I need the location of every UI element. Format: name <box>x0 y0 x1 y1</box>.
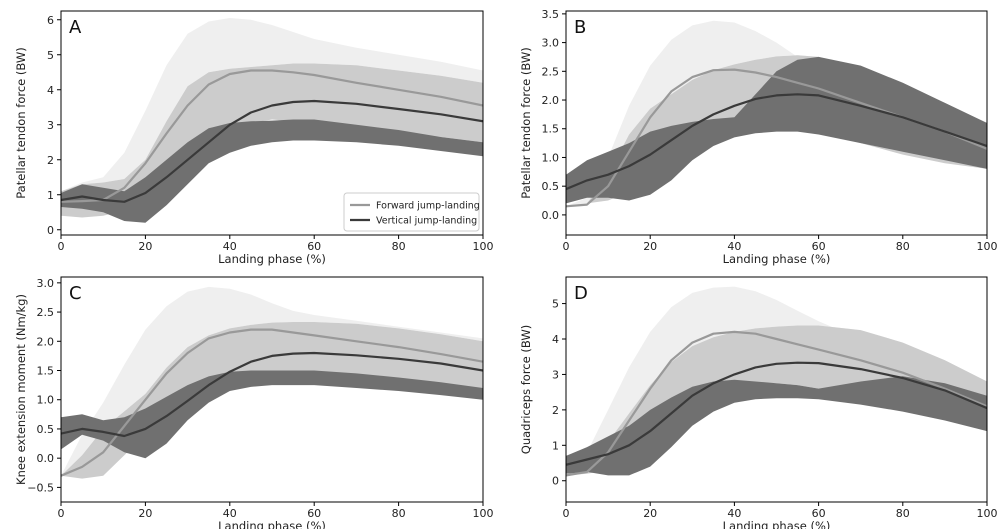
y-tick-label-a: 0 <box>47 224 54 237</box>
x-axis-label-a: Landing phase (%) <box>218 252 326 266</box>
panel-letter-c: C <box>69 283 82 304</box>
axes-frame-a <box>60 10 484 236</box>
legend-box <box>343 192 480 232</box>
y-tick-label-a: 2 <box>47 154 54 167</box>
panel-d: 0 20 40 60 80 100 0 1 2 3 4 5 Landing phase (%) Quadr… <box>519 276 998 529</box>
y-tick-label-d: 5 <box>552 298 559 311</box>
y-tick-label-b: 0.0 <box>542 209 560 222</box>
forward-band-upper-a <box>61 18 483 192</box>
y-tick-label-a: 5 <box>47 49 54 62</box>
x-tick-label-c: 20 <box>138 507 152 520</box>
x-tick-label-c: 0 <box>58 507 65 520</box>
x-tick-label-b: 40 <box>727 240 741 253</box>
x-tick-label-c: 40 <box>223 507 237 520</box>
vertical-band-b <box>566 56 987 204</box>
x-tick-label-c: 60 <box>307 507 321 520</box>
panel-letter-b: B <box>574 17 586 38</box>
x-tick-label-d: 40 <box>727 507 741 520</box>
x-axis-label-b: Landing phase (%) <box>723 252 831 266</box>
x-tick-label-c: 80 <box>392 507 406 520</box>
y-tick-label-a: 3 <box>47 119 54 132</box>
panel-b: 0 20 40 60 80 100 0.0 0.5 1.0 1.5 2.0 2.5 3.0 3.5 Land… <box>519 8 998 266</box>
y-tick-label-d: 4 <box>552 333 559 346</box>
vertical-band-d <box>566 376 987 476</box>
panel-letter-a: A <box>69 17 82 38</box>
y-tick-label-c: 3.0 <box>37 277 55 290</box>
x-tick-label-a: 20 <box>138 240 152 253</box>
x-tick-label-d: 0 <box>563 507 570 520</box>
x-tick-label-a: 40 <box>223 240 237 253</box>
y-tick-label-b: 1.0 <box>542 151 560 164</box>
y-tick-label-d: 1 <box>552 439 559 452</box>
legend-forward-label: Forward jump-landing <box>376 201 480 212</box>
x-tick-label-a: 0 <box>58 240 65 253</box>
y-tick-label-b: 2.0 <box>542 94 560 107</box>
y-tick-label-d: 2 <box>552 404 559 417</box>
forward-band-upper-b <box>566 20 987 207</box>
axes-frame-c <box>60 276 484 503</box>
y-tick-label-a: 6 <box>47 14 54 27</box>
x-tick-label-d: 100 <box>977 507 998 520</box>
y-tick-label-a: 1 <box>47 189 54 202</box>
vertical-band-a <box>61 119 483 223</box>
forward-band-d <box>566 325 987 476</box>
x-tick-label-a: 100 <box>473 240 494 253</box>
forward-line-b <box>566 68 987 208</box>
y-tick-label-c: 0.0 <box>37 452 55 465</box>
panel-a: 0 20 40 60 80 100 0 1 2 3 4 5 6 Landing phase (%) Pate… <box>14 10 494 266</box>
x-tick-label-b: 80 <box>896 240 910 253</box>
y-tick-label-b: 2.5 <box>542 65 560 78</box>
forward-band-upper-d <box>566 286 987 476</box>
vertical-line-c <box>61 351 483 438</box>
x-tick-label-d: 20 <box>643 507 657 520</box>
forward-band-upper-c <box>61 286 483 476</box>
plot-area-d <box>566 286 987 477</box>
panel-letter-d: D <box>574 283 588 304</box>
y-tick-label-a: 4 <box>47 84 54 97</box>
y-axis-label-d: Quadriceps force (BW) <box>519 325 533 454</box>
y-tick-label-c: 2.5 <box>37 306 55 319</box>
y-tick-label-c: 0.5 <box>37 423 55 436</box>
legend: Forward jump-landing Vertical jump-landin… <box>343 192 480 232</box>
forward-line-d <box>566 330 987 477</box>
x-axis-label-d: Landing phase (%) <box>723 519 831 529</box>
legend-vertical-label: Vertical jump-landing <box>376 216 477 227</box>
y-tick-label-d: 3 <box>552 368 559 381</box>
x-tick-label-b: 60 <box>812 240 826 253</box>
y-tick-label-b: 3.0 <box>542 37 560 50</box>
y-tick-label-c: −0.5 <box>27 481 54 494</box>
plot-area-b <box>566 20 987 208</box>
y-tick-label-c: 1.0 <box>37 394 55 407</box>
vertical-line-a <box>61 99 483 203</box>
y-axis-label-c: Knee extension moment (Nm/kg) <box>14 294 28 485</box>
x-axis-label-c: Landing phase (%) <box>218 519 326 529</box>
plot-area-a <box>61 18 483 223</box>
vertical-line-d <box>566 361 987 466</box>
x-tick-label-b: 20 <box>643 240 657 253</box>
y-axis-label-b: Patellar tendon force (BW) <box>519 47 533 198</box>
x-tick-label-b: 0 <box>563 240 570 253</box>
x-tick-label-a: 80 <box>392 240 406 253</box>
x-tick-label-d: 60 <box>812 507 826 520</box>
x-tick-label-b: 100 <box>977 240 998 253</box>
x-tick-label-c: 100 <box>473 507 494 520</box>
axes-frame-b <box>565 10 988 236</box>
y-tick-label-c: 1.5 <box>37 365 55 378</box>
vertical-band-c <box>61 370 483 459</box>
vertical-line-b <box>566 93 987 191</box>
panel-c: 0 20 40 60 80 100 −0.5 0.0 0.5 1.0 1.5 2.0 2.5 3.0 Lan… <box>14 276 494 529</box>
y-tick-label-b: 0.5 <box>542 180 560 193</box>
y-axis-label-a: Patellar tendon force (BW) <box>14 47 28 198</box>
x-tick-label-d: 80 <box>896 507 910 520</box>
y-tick-label-b: 3.5 <box>542 8 560 21</box>
x-tick-label-a: 60 <box>307 240 321 253</box>
y-tick-label-c: 2.0 <box>37 335 55 348</box>
plot-area-c <box>61 286 483 479</box>
y-tick-label-b: 1.5 <box>542 123 560 136</box>
forward-line-a <box>61 69 483 203</box>
axes-frame-d <box>565 276 988 503</box>
y-tick-label-d: 0 <box>552 475 559 488</box>
forward-band-c <box>61 322 483 479</box>
